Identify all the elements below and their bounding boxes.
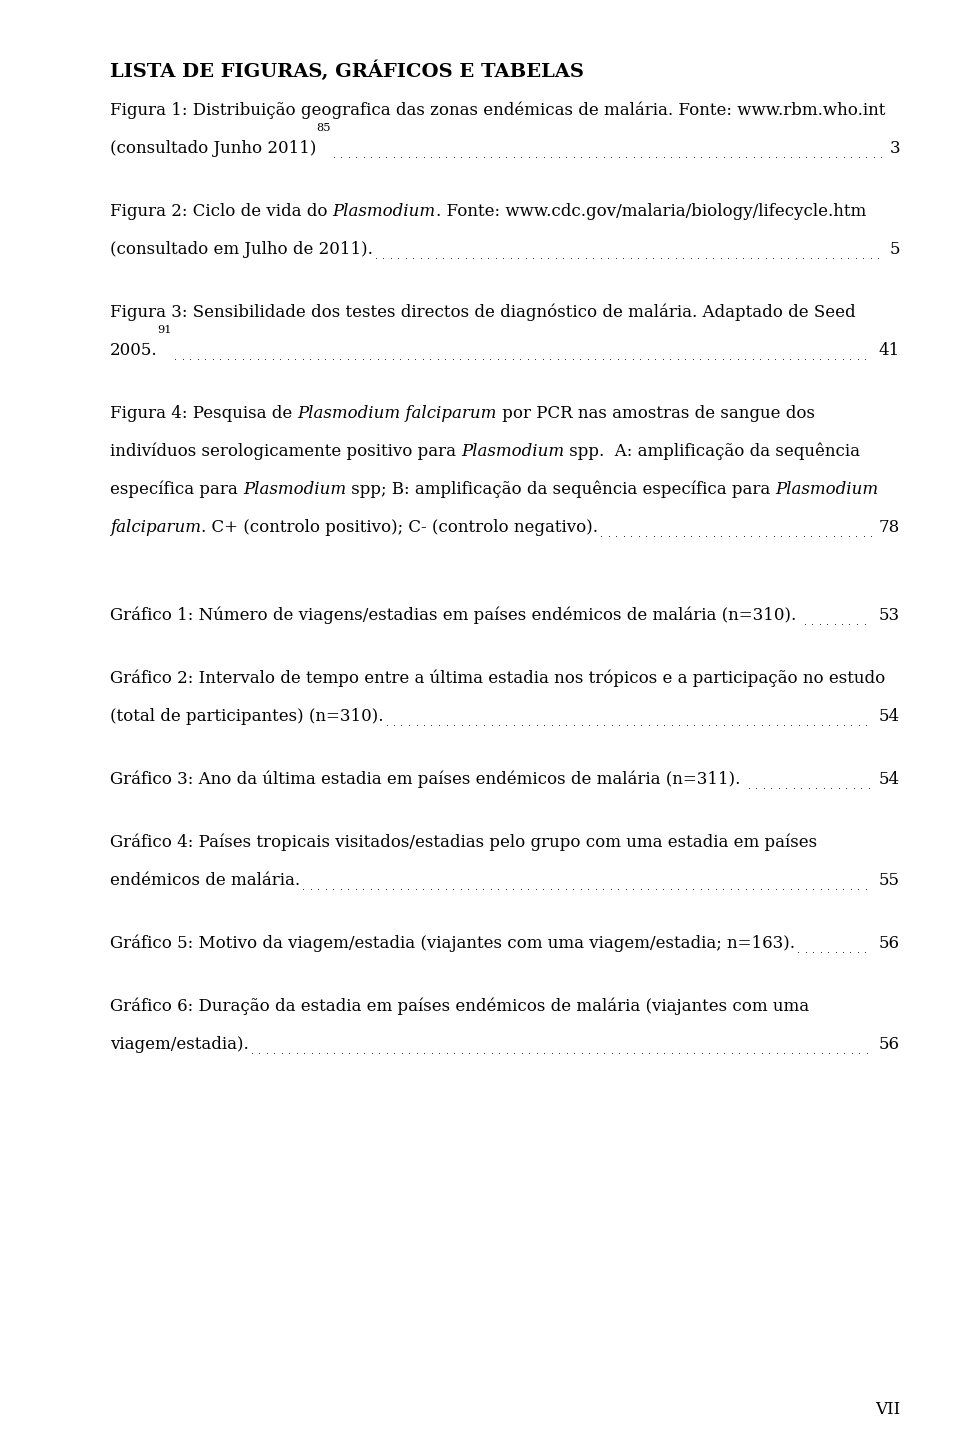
Text: (consultado em Julho de 2011).: (consultado em Julho de 2011). (110, 241, 372, 258)
Text: 2005.: 2005. (110, 342, 157, 359)
Text: Gráfico 1: Número de viagens/estadias em países endémicos de malária (n=310).: Gráfico 1: Número de viagens/estadias em… (110, 606, 802, 625)
Text: 54: 54 (878, 771, 900, 788)
Text: indivíduos serologicamente positivo para: indivíduos serologicamente positivo para (110, 442, 461, 460)
Text: Plasmodium: Plasmodium (243, 481, 347, 498)
Text: spp.  A: amplificação da sequência: spp. A: amplificação da sequência (564, 442, 860, 460)
Text: (total de participantes) (n=310).: (total de participantes) (n=310). (110, 708, 383, 725)
Text: spp; B: amplificação da sequência específica para: spp; B: amplificação da sequência especí… (347, 481, 776, 498)
Text: 85: 85 (317, 123, 331, 134)
Text: 53: 53 (878, 607, 900, 625)
Text: 54: 54 (878, 708, 900, 725)
Text: específica para: específica para (110, 481, 243, 498)
Text: 56: 56 (879, 935, 900, 952)
Text: viagem/estadia).: viagem/estadia). (110, 1035, 249, 1053)
Text: Gráfico 3: Ano da última estadia em países endémicos de malária (n=311).: Gráfico 3: Ano da última estadia em país… (110, 771, 746, 788)
Text: 41: 41 (878, 342, 900, 359)
Text: Gráfico 4: Países tropicais visitados/estadias pelo grupo com uma estadia em paí: Gráfico 4: Países tropicais visitados/es… (110, 833, 817, 852)
Text: falciparum: falciparum (110, 518, 201, 536)
Text: Gráfico 5: Motivo da viagem/estadia (viajantes com uma viagem/estadia; n=163).: Gráfico 5: Motivo da viagem/estadia (via… (110, 935, 795, 952)
Text: 55: 55 (879, 872, 900, 889)
Text: . C+ (controlo positivo); C- (controlo negativo).: . C+ (controlo positivo); C- (controlo n… (201, 518, 598, 536)
Text: (consultado Junho 2011): (consultado Junho 2011) (110, 139, 317, 157)
Text: Plasmodium: Plasmodium (333, 202, 436, 220)
Text: . Fonte: www.cdc.gov/malaria/biology/lifecycle.htm: . Fonte: www.cdc.gov/malaria/biology/lif… (436, 202, 866, 220)
Text: Plasmodium: Plasmodium (776, 481, 878, 498)
Text: Plasmodium falciparum: Plasmodium falciparum (298, 405, 497, 422)
Text: 78: 78 (878, 518, 900, 536)
Text: VII: VII (875, 1402, 900, 1417)
Text: 56: 56 (879, 1035, 900, 1053)
Text: Figura 3: Sensibilidade dos testes directos de diagnóstico de malária. Adaptado : Figura 3: Sensibilidade dos testes direc… (110, 303, 855, 322)
Text: Figura 1: Distribuição geografica das zonas endémicas de malária. Fonte: www.rbm: Figura 1: Distribuição geografica das zo… (110, 102, 885, 119)
Text: Figura 2: Ciclo de vida do: Figura 2: Ciclo de vida do (110, 202, 333, 220)
Text: 3: 3 (889, 139, 900, 157)
Text: LISTA DE FIGURAS, GRÁFICOS E TABELAS: LISTA DE FIGURAS, GRÁFICOS E TABELAS (110, 60, 584, 80)
Text: Plasmodium: Plasmodium (461, 442, 564, 460)
Text: 5: 5 (890, 241, 900, 258)
Text: Gráfico 2: Intervalo de tempo entre a última estadia nos trópicos e a participaç: Gráfico 2: Intervalo de tempo entre a úl… (110, 669, 885, 686)
Text: endémicos de malária.: endémicos de malária. (110, 872, 300, 889)
Text: 91: 91 (157, 326, 172, 336)
Text: Gráfico 6: Duração da estadia em países endémicos de malária (viajantes com uma: Gráfico 6: Duração da estadia em países … (110, 998, 809, 1015)
Text: Figura 4: Pesquisa de: Figura 4: Pesquisa de (110, 405, 298, 422)
Text: por PCR nas amostras de sangue dos: por PCR nas amostras de sangue dos (497, 405, 815, 422)
